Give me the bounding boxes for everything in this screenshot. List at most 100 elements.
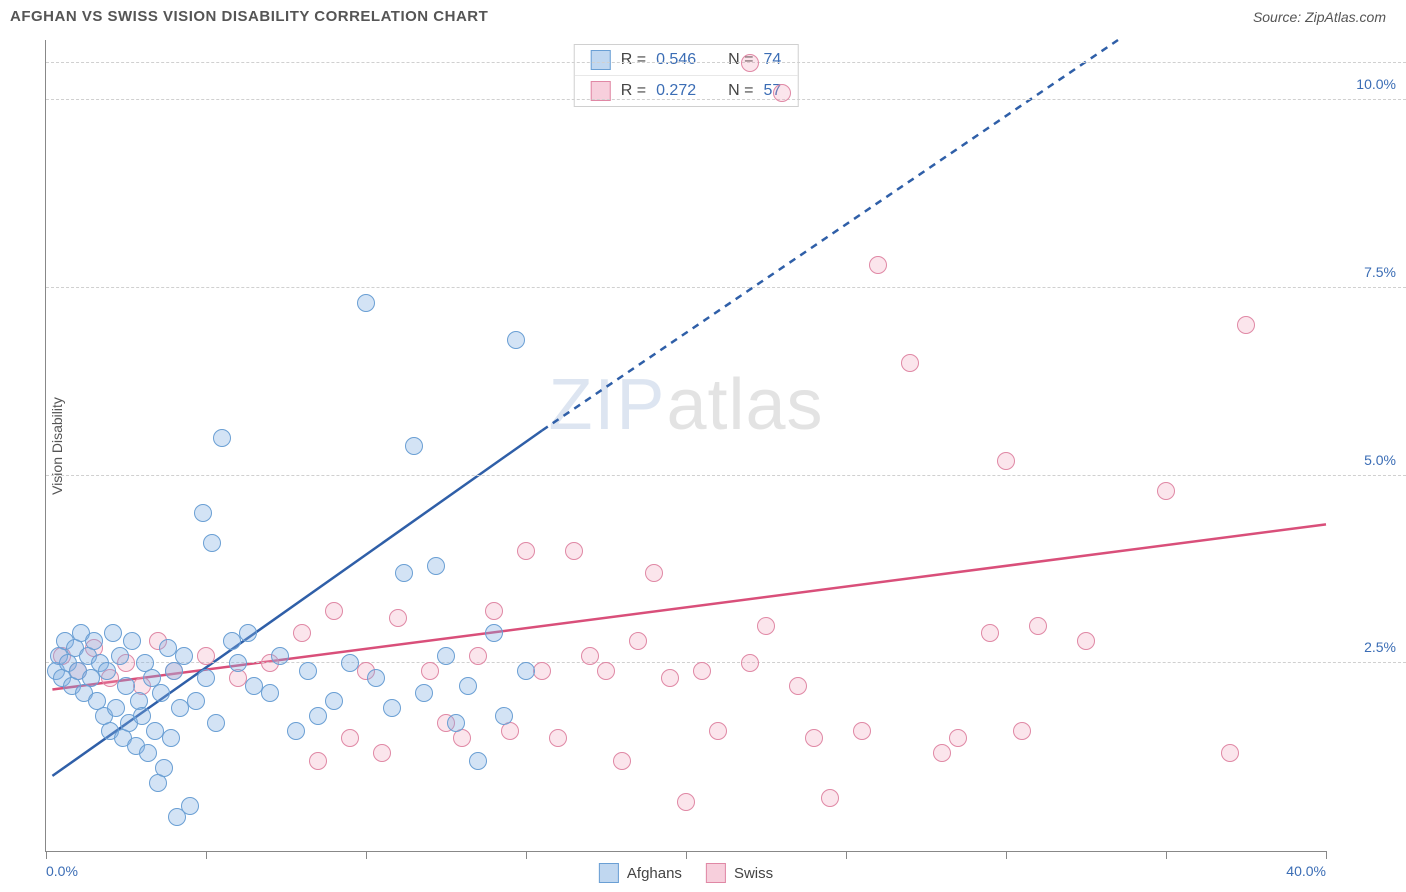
data-point	[357, 294, 375, 312]
legend-item-swiss: Swiss	[706, 863, 773, 883]
chart-title: AFGHAN VS SWISS VISION DISABILITY CORREL…	[10, 8, 488, 25]
data-point	[853, 722, 871, 740]
data-point	[1029, 617, 1047, 635]
series-legend: Afghans Swiss	[599, 863, 773, 883]
data-point	[325, 602, 343, 620]
data-point	[469, 752, 487, 770]
data-point	[549, 729, 567, 747]
data-point	[981, 624, 999, 642]
data-point	[437, 647, 455, 665]
data-point	[677, 793, 695, 811]
data-point	[341, 654, 359, 672]
data-point	[517, 542, 535, 560]
chart-source: Source: ZipAtlas.com	[1253, 9, 1386, 25]
data-point	[389, 609, 407, 627]
data-point	[1221, 744, 1239, 762]
data-point	[997, 452, 1015, 470]
data-point	[581, 647, 599, 665]
legend-row-afghans: R = 0.546 N = 74	[575, 45, 798, 75]
xtick	[366, 851, 367, 859]
data-point	[757, 617, 775, 635]
data-point	[565, 542, 583, 560]
data-point	[261, 684, 279, 702]
data-point	[229, 654, 247, 672]
data-point	[117, 677, 135, 695]
r-value-afghans: 0.546	[656, 51, 696, 69]
data-point	[661, 669, 679, 687]
data-point	[507, 331, 525, 349]
gridline	[46, 475, 1406, 476]
ytick-label: 5.0%	[1364, 452, 1396, 468]
legend-row-swiss: R = 0.272 N = 57	[575, 75, 798, 106]
data-point	[645, 564, 663, 582]
data-point	[98, 662, 116, 680]
data-point	[415, 684, 433, 702]
data-point	[533, 662, 551, 680]
r-label: R =	[621, 82, 646, 100]
data-point	[165, 662, 183, 680]
xtick	[1006, 851, 1007, 859]
gridline	[46, 287, 1406, 288]
data-point	[111, 647, 129, 665]
data-point	[325, 692, 343, 710]
data-point	[901, 354, 919, 372]
n-value-afghans: 74	[763, 51, 781, 69]
legend-item-afghans: Afghans	[599, 863, 682, 883]
data-point	[693, 662, 711, 680]
ytick-label: 7.5%	[1364, 264, 1396, 280]
data-point	[85, 632, 103, 650]
data-point	[485, 624, 503, 642]
data-point	[367, 669, 385, 687]
gridline	[46, 662, 1406, 663]
xtick	[526, 851, 527, 859]
xtick	[1166, 851, 1167, 859]
xtick	[846, 851, 847, 859]
xtick-label: 40.0%	[1286, 863, 1326, 879]
data-point	[447, 714, 465, 732]
xtick	[206, 851, 207, 859]
data-point	[1237, 316, 1255, 334]
data-point	[239, 624, 257, 642]
data-point	[293, 624, 311, 642]
data-point	[133, 707, 151, 725]
trend-lines	[46, 40, 1326, 851]
data-point	[341, 729, 359, 747]
data-point	[207, 714, 225, 732]
swatch-blue-icon	[591, 50, 611, 70]
data-point	[152, 684, 170, 702]
data-point	[203, 534, 221, 552]
r-value-swiss: 0.272	[656, 82, 696, 100]
data-point	[123, 632, 141, 650]
data-point	[213, 429, 231, 447]
swatch-pink-icon	[591, 81, 611, 101]
data-point	[597, 662, 615, 680]
data-point	[933, 744, 951, 762]
chart-header: AFGHAN VS SWISS VISION DISABILITY CORREL…	[0, 0, 1406, 29]
data-point	[181, 797, 199, 815]
legend-label-swiss: Swiss	[734, 865, 773, 882]
data-point	[709, 722, 727, 740]
data-point	[395, 564, 413, 582]
data-point	[271, 647, 289, 665]
gridline	[46, 99, 1406, 100]
data-point	[104, 624, 122, 642]
swatch-pink-icon	[706, 863, 726, 883]
data-point	[197, 647, 215, 665]
data-point	[1157, 482, 1175, 500]
xtick-label: 0.0%	[46, 863, 78, 879]
data-point	[613, 752, 631, 770]
data-point	[373, 744, 391, 762]
data-point	[789, 677, 807, 695]
data-point	[194, 504, 212, 522]
data-point	[629, 632, 647, 650]
data-point	[309, 707, 327, 725]
data-point	[805, 729, 823, 747]
r-label: R =	[621, 51, 646, 69]
legend-label-afghans: Afghans	[627, 865, 682, 882]
data-point	[469, 647, 487, 665]
data-point	[821, 789, 839, 807]
data-point	[1013, 722, 1031, 740]
data-point	[175, 647, 193, 665]
data-point	[187, 692, 205, 710]
data-point	[155, 759, 173, 777]
